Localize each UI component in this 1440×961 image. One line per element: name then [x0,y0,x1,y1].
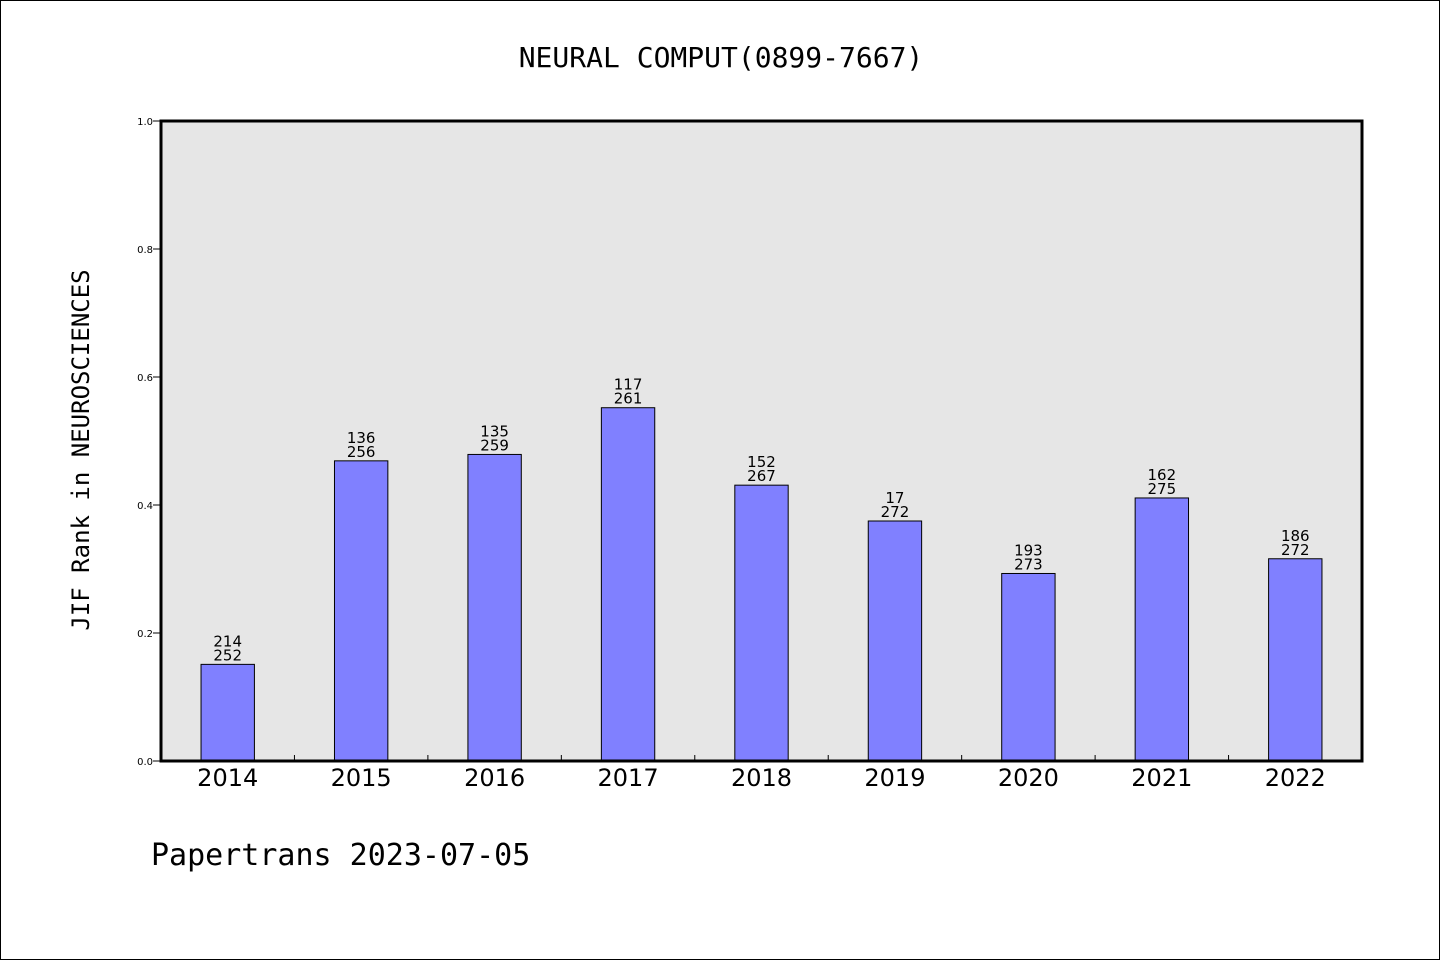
x-tick-label: 2017 [598,764,659,792]
bar-total-label: 273 [1014,555,1043,573]
bar [200,663,255,762]
bar-rank-label: 152 [747,453,776,471]
y-tick-label: 0.8 [137,245,153,256]
chart-title: NEURAL COMPUT(0899-7667) [519,41,924,74]
bar-rank-label: 135 [480,422,509,440]
y-axis-label: JIF Rank in NEUROSCIENCES [67,269,95,630]
bar-rank-label: 117 [614,376,643,394]
y-tick-label: 0.4 [137,501,153,512]
x-tick-label: 2020 [998,764,1059,792]
y-tick-label: 0.0 [137,757,153,768]
x-tick-label: 2021 [1131,764,1192,792]
bar-total-label: 252 [213,646,242,664]
bar-rank-label: 193 [1014,541,1043,559]
bar [333,460,389,762]
bar [1001,572,1056,762]
bar-total-label: 256 [347,443,376,461]
bar-rank-label: 186 [1281,527,1310,545]
plot-frame [159,119,1364,763]
x-tick-label: 2016 [464,764,525,792]
bar-rank-label: 136 [347,429,376,447]
x-tick-label: 2019 [864,764,925,792]
bar-rank-label: 17 [885,489,904,507]
bar-total-label: 261 [614,390,643,408]
bar-total-label: 259 [480,436,509,454]
footer-credit: Papertrans 2023-07-05 [151,838,530,873]
bar [1268,558,1323,762]
bar-total-label: 272 [1281,541,1310,559]
x-tick-label: 2014 [197,764,258,792]
bar-total-label: 267 [747,467,776,485]
x-tick-label: 2015 [331,764,392,792]
bar-total-label: 272 [881,503,910,521]
bar [867,520,923,762]
bar [1134,497,1190,762]
bar [734,484,789,762]
y-tick-label: 0.2 [137,629,153,640]
bar [467,453,522,762]
y-tick-label: 1.0 [137,117,153,128]
bar-rank-label: 162 [1148,466,1177,484]
x-tick-label: 2018 [731,764,792,792]
x-tick-label: 2022 [1265,764,1326,792]
bar-total-label: 275 [1148,480,1177,498]
bar [600,407,656,762]
bar-rank-label: 214 [213,632,242,650]
y-tick-label: 0.6 [137,373,153,384]
